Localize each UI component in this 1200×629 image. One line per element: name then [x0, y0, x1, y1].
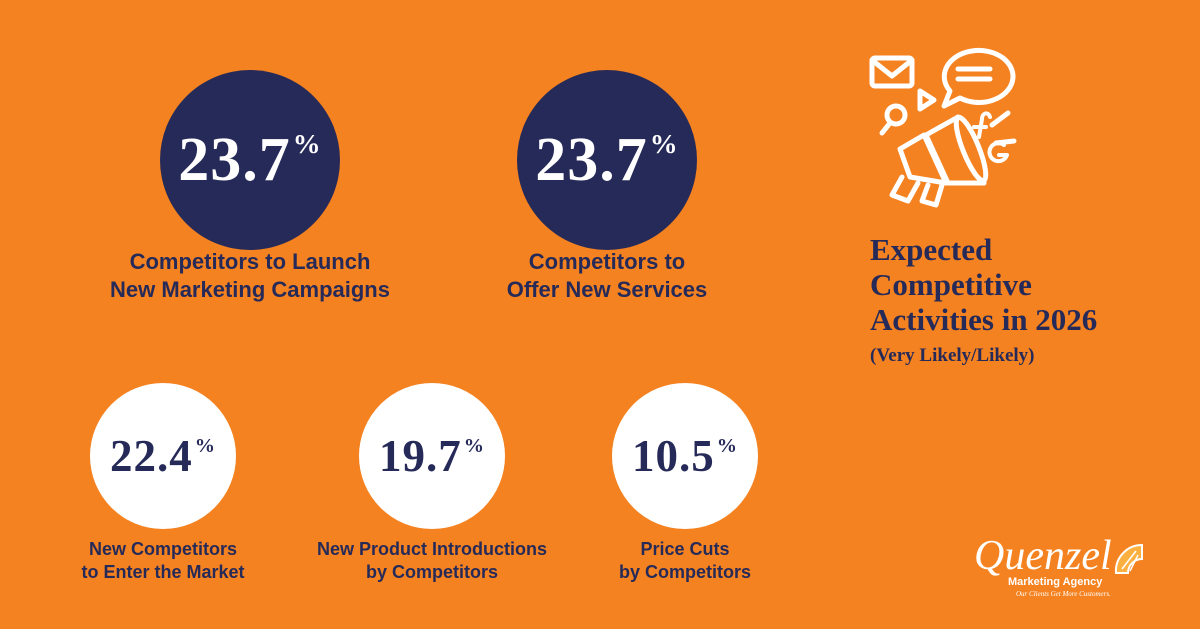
- play-icon: [917, 88, 937, 112]
- chat-bubble-icon: [941, 47, 1016, 109]
- stat-label: Competitors to Launch New Marketing Camp…: [110, 249, 390, 302]
- stat-label: New Product Introductions by Competitors: [316, 539, 547, 582]
- envelope-icon: [869, 55, 915, 89]
- page-title-line-2: Competitive: [870, 267, 1032, 302]
- facebook-icon: [972, 111, 992, 139]
- stat-value: 23.7%: [178, 126, 322, 194]
- page-title-line-1: Expected: [870, 232, 993, 267]
- stat-circle-price-cuts: 10.5%: [612, 383, 758, 529]
- logo-subtitle: Marketing Agency: [1008, 576, 1103, 588]
- stat-value: 22.4%: [110, 430, 216, 481]
- stat-value: 19.7%: [379, 430, 485, 481]
- stat-label: Competitors to Offer New Services: [506, 249, 708, 302]
- page-title-line-3: Activities in 2026: [870, 302, 1098, 337]
- stat-label: Price Cuts by Competitors: [618, 539, 751, 582]
- stat-circle-new-competitors: 22.4%: [90, 383, 236, 529]
- stat-circle: 23.7%: [160, 70, 340, 250]
- logo-brand: Quenzel: [974, 533, 1112, 579]
- logo-tagline: Our Clients Get More Customers.: [1016, 590, 1111, 598]
- megaphone-icon: [889, 110, 1017, 208]
- megaphone-illustration: [869, 47, 1017, 208]
- page-subtitle: (Very Likely/Likely): [870, 345, 1035, 366]
- stat-label: New Competitors to Enter the Market: [81, 539, 245, 582]
- stat-circle-new-products: 19.7%: [359, 383, 505, 529]
- stat-circle: 23.7%: [517, 70, 697, 250]
- stat-value: 10.5%: [632, 430, 738, 481]
- title-block: Expected Competitive Activities in 2026 …: [870, 232, 1097, 367]
- quenzel-logo: Quenzel Marketing Agency Our Clients Get…: [966, 535, 1156, 607]
- google-icon: [987, 141, 1009, 164]
- orange-slice-icon: [1114, 543, 1143, 574]
- stat-value: 23.7%: [535, 126, 679, 194]
- magnifier-icon: [879, 103, 908, 136]
